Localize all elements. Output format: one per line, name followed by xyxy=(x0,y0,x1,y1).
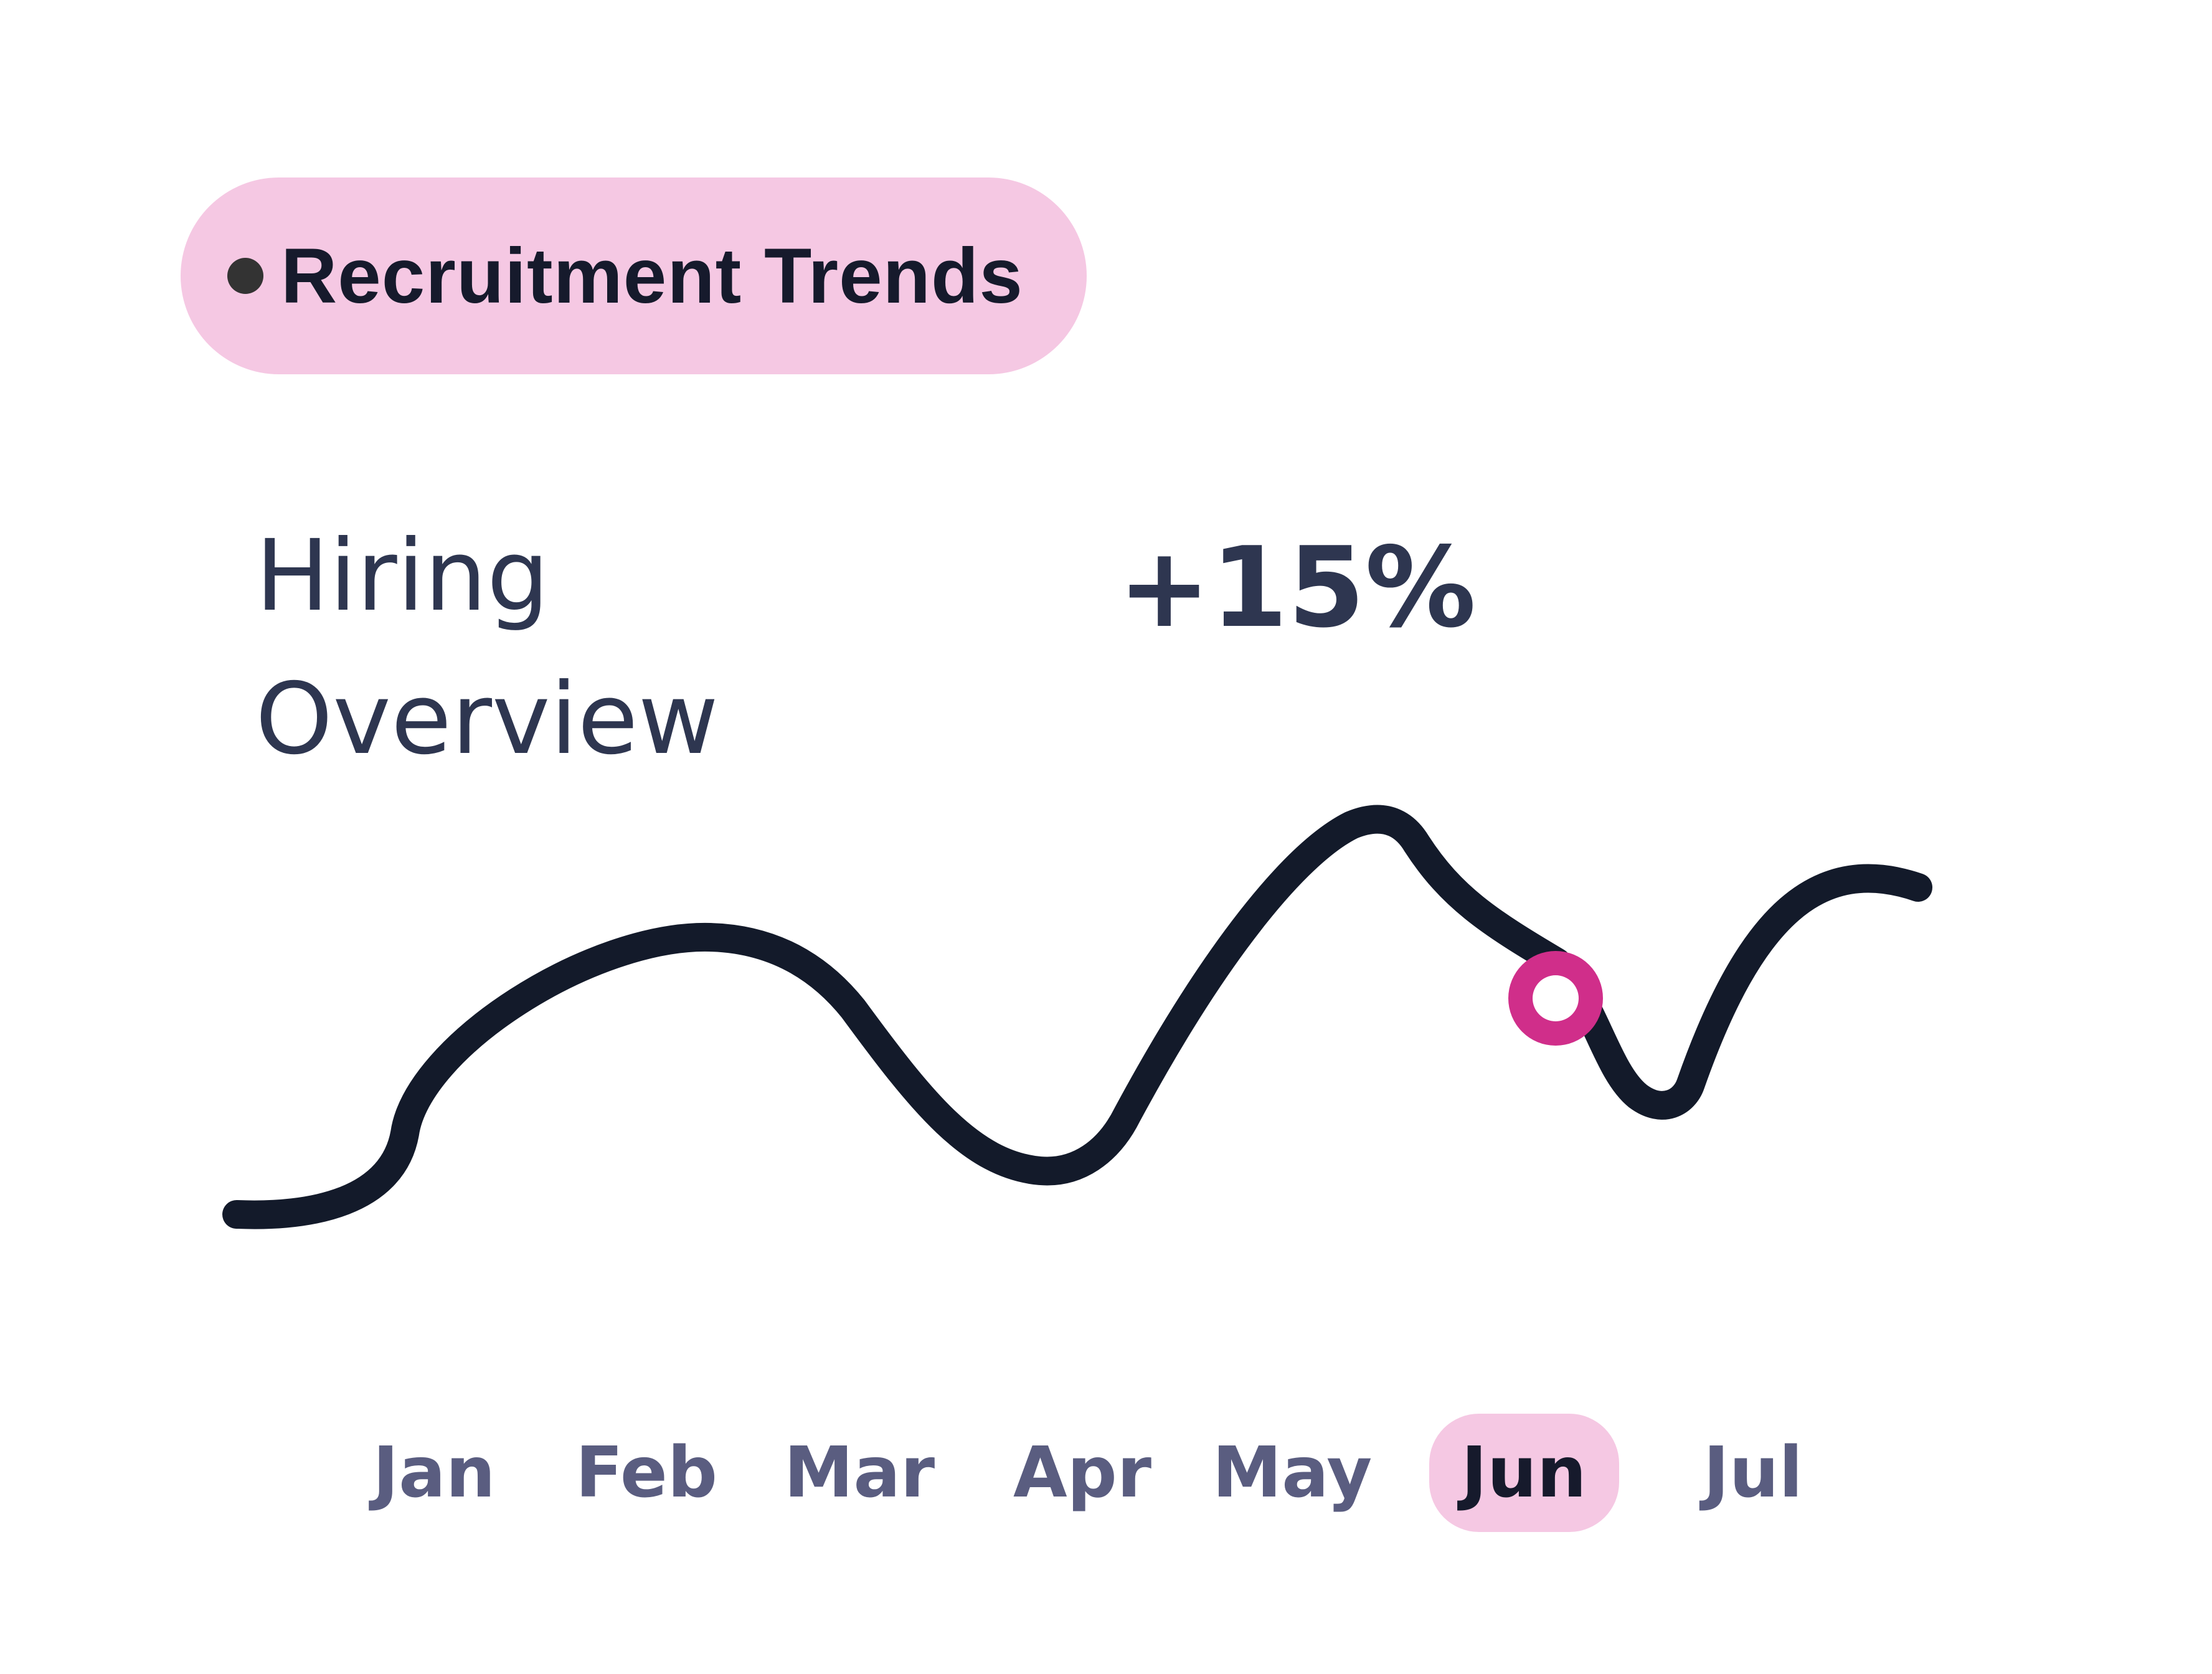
bullet-dot-icon xyxy=(227,258,263,294)
month-label-apr[interactable]: Apr xyxy=(1013,1432,1152,1513)
month-label-feb[interactable]: Feb xyxy=(575,1432,718,1513)
selected-point-marker[interactable] xyxy=(1508,951,1603,1046)
badge-label: Recruitment Trends xyxy=(281,232,1023,319)
month-label-jan[interactable]: Jan xyxy=(372,1432,496,1513)
recruitment-trends-badge: Recruitment Trends xyxy=(181,177,1087,374)
month-label-may[interactable]: May xyxy=(1212,1432,1373,1513)
month-label-mar[interactable]: Mar xyxy=(783,1432,935,1513)
chart-title: Hiring Overview xyxy=(255,504,816,791)
change-value: +15% xyxy=(1118,523,1477,652)
title-line-2: Overview xyxy=(255,662,719,777)
month-label-jun[interactable]: Jun xyxy=(1429,1414,1619,1532)
trend-line xyxy=(222,805,1932,1229)
title-line-1: Hiring xyxy=(255,519,549,633)
month-label-jul[interactable]: Jul xyxy=(1703,1432,1803,1513)
marker-center xyxy=(1533,975,1579,1021)
